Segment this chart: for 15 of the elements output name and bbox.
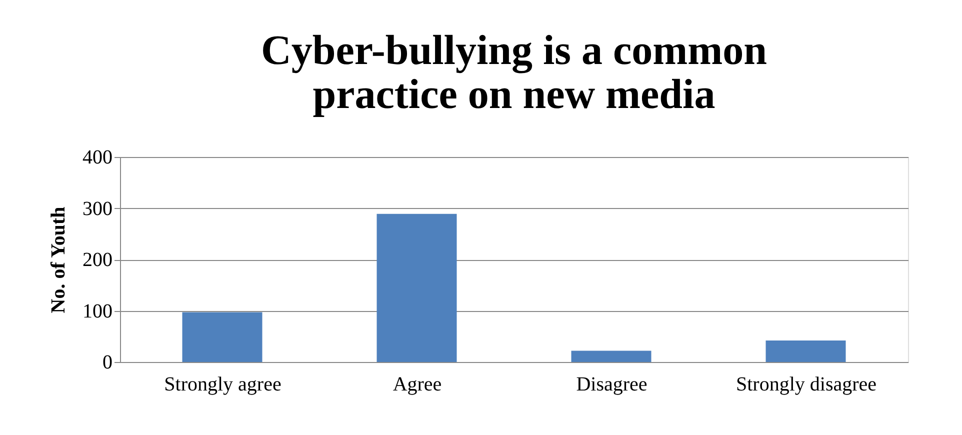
- bar: [766, 340, 846, 362]
- bar: [182, 312, 262, 362]
- y-tick-label: 0: [102, 352, 112, 374]
- bar: [376, 214, 457, 362]
- bar: [571, 350, 652, 362]
- x-tick-label: Strongly disagree: [736, 374, 877, 396]
- y-axis-title: No. of Youth: [48, 206, 70, 314]
- chart-title: Cyber-bullying is a common practice on new media: [261, 28, 767, 118]
- x-tick-label: Disagree: [576, 374, 648, 396]
- y-tick-label: 400: [82, 146, 112, 168]
- x-tick-label: Agree: [392, 374, 442, 396]
- y-tick-label: 300: [82, 198, 112, 220]
- y-tick-label: 100: [82, 300, 112, 322]
- y-tick-label: 200: [82, 249, 112, 271]
- x-tick-label: Strongly agree: [164, 374, 282, 396]
